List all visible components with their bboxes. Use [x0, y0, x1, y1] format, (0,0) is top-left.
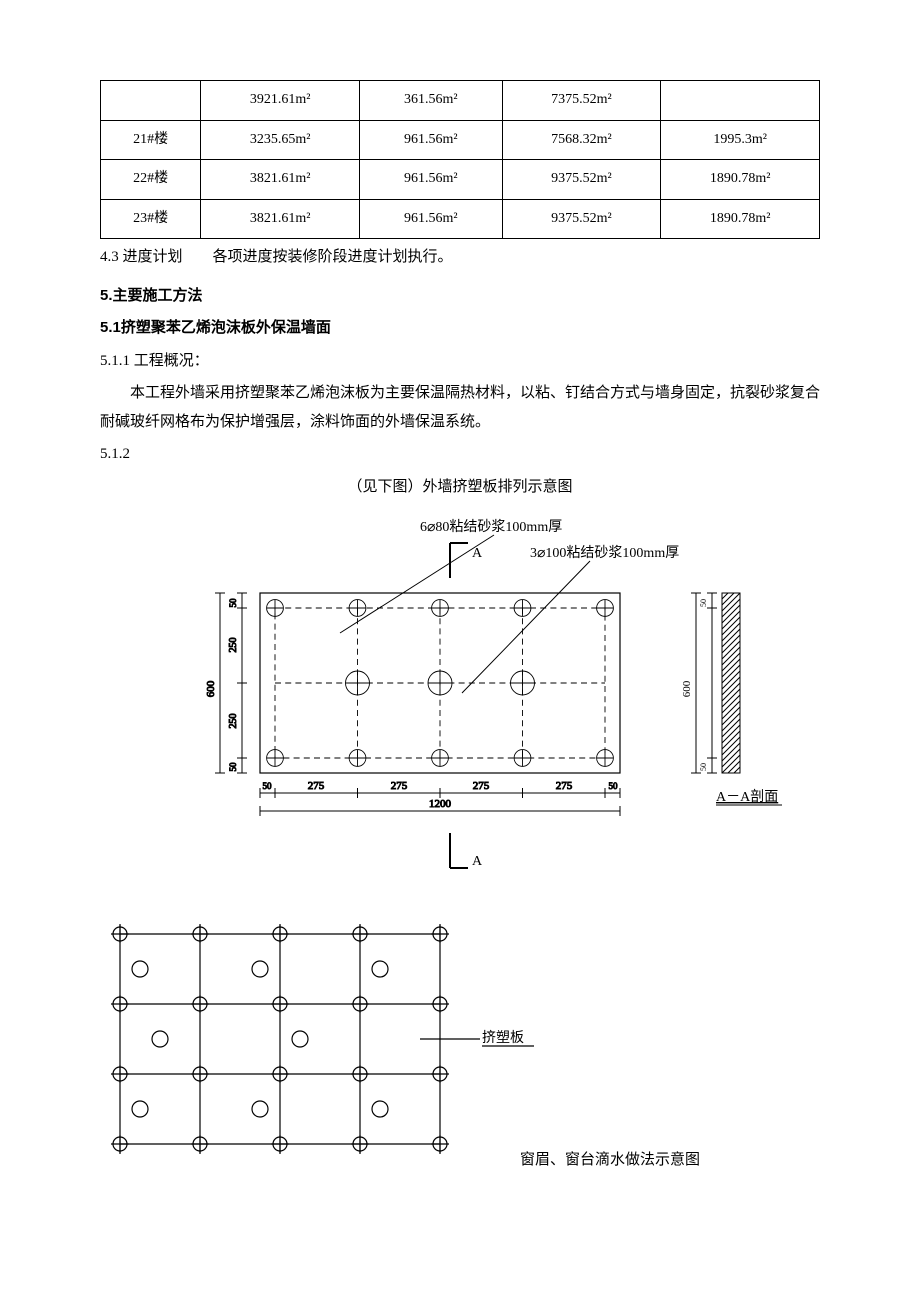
plan-text: 4.3 进度计划 各项进度按装修阶段进度计划执行。	[100, 243, 820, 272]
cell: 23#楼	[101, 199, 201, 239]
table-row: 21#楼 3235.65m² 961.56m² 7568.32m² 1995.3…	[101, 120, 820, 160]
section-5-1-1: 5.1.1 工程概况：	[100, 347, 820, 376]
svg-text:50: 50	[228, 762, 238, 772]
note-text: 6⌀80粘结砂浆100mm厚	[420, 519, 562, 535]
cell: 9375.52m²	[502, 160, 661, 200]
cell: 961.56m²	[359, 120, 502, 160]
cell	[661, 81, 820, 121]
section-mark-a-top: A	[450, 543, 483, 578]
svg-text:250: 250	[228, 714, 239, 729]
cell: 961.56m²	[359, 160, 502, 200]
heading-5: 5.主要施工方法	[100, 282, 820, 311]
section-aa: 600 50 50 A－A剖面	[681, 593, 782, 805]
area-table: 3921.61m² 361.56m² 7375.52m² 21#楼 3235.6…	[100, 80, 820, 239]
svg-text:275: 275	[473, 780, 490, 792]
cell: 361.56m²	[359, 81, 502, 121]
cell: 1890.78m²	[661, 199, 820, 239]
cell: 9375.52m²	[502, 199, 661, 239]
table-row: 3921.61m² 361.56m² 7375.52m²	[101, 81, 820, 121]
cell: 1890.78m²	[661, 160, 820, 200]
svg-text:A: A	[472, 546, 483, 561]
cell	[101, 81, 201, 121]
board-label: 挤塑板	[482, 1030, 524, 1046]
svg-text:600: 600	[681, 681, 693, 698]
svg-text:50: 50	[699, 763, 708, 771]
cell: 961.56m²	[359, 199, 502, 239]
diagram-panel-layout: 6⌀80粘结砂浆100mm厚 3⌀100粘结砂浆100mm厚 A	[100, 513, 820, 904]
figure-caption-1: （见下图）外墙挤塑板排列示意图	[100, 473, 820, 502]
cell: 21#楼	[101, 120, 201, 160]
body-text: 本工程外墙采用挤塑聚苯乙烯泡沫板为主要保温隔热材料，以粘、钉结合方式与墙身固定，…	[100, 379, 820, 436]
note-text: 3⌀100粘结砂浆100mm厚	[530, 545, 679, 561]
heading-5-1: 5.1挤塑聚苯乙烯泡沫板外保温墙面	[100, 314, 820, 343]
section-mark-a-bottom: A	[450, 833, 483, 869]
svg-text:600: 600	[205, 681, 217, 698]
table-row: 22#楼 3821.61m² 961.56m² 9375.52m² 1890.7…	[101, 160, 820, 200]
section-label: A－A剖面	[716, 789, 778, 805]
svg-text:275: 275	[391, 780, 408, 792]
cell: 3235.65m²	[201, 120, 360, 160]
figure-caption-2: 窗眉、窗台滴水做法示意图	[520, 1150, 700, 1168]
cell: 3821.61m²	[201, 160, 360, 200]
svg-text:50: 50	[228, 598, 238, 608]
svg-text:275: 275	[308, 780, 325, 792]
cell: 7568.32m²	[502, 120, 661, 160]
svg-text:A: A	[472, 854, 483, 869]
section-5-1-2: 5.1.2	[100, 440, 820, 469]
cell: 3821.61m²	[201, 199, 360, 239]
svg-text:50: 50	[609, 781, 619, 791]
svg-text:250: 250	[228, 638, 239, 653]
diagram-anchor-grid: 挤塑板 窗眉、窗台滴水做法示意图	[100, 924, 820, 1195]
svg-text:50: 50	[699, 599, 708, 607]
cell: 7375.52m²	[502, 81, 661, 121]
table-row: 23#楼 3821.61m² 961.56m² 9375.52m² 1890.7…	[101, 199, 820, 239]
svg-text:275: 275	[556, 780, 573, 792]
svg-text:1200: 1200	[429, 798, 452, 810]
cell: 3921.61m²	[201, 81, 360, 121]
cell: 22#楼	[101, 160, 201, 200]
cell: 1995.3m²	[661, 120, 820, 160]
svg-text:50: 50	[263, 781, 273, 791]
